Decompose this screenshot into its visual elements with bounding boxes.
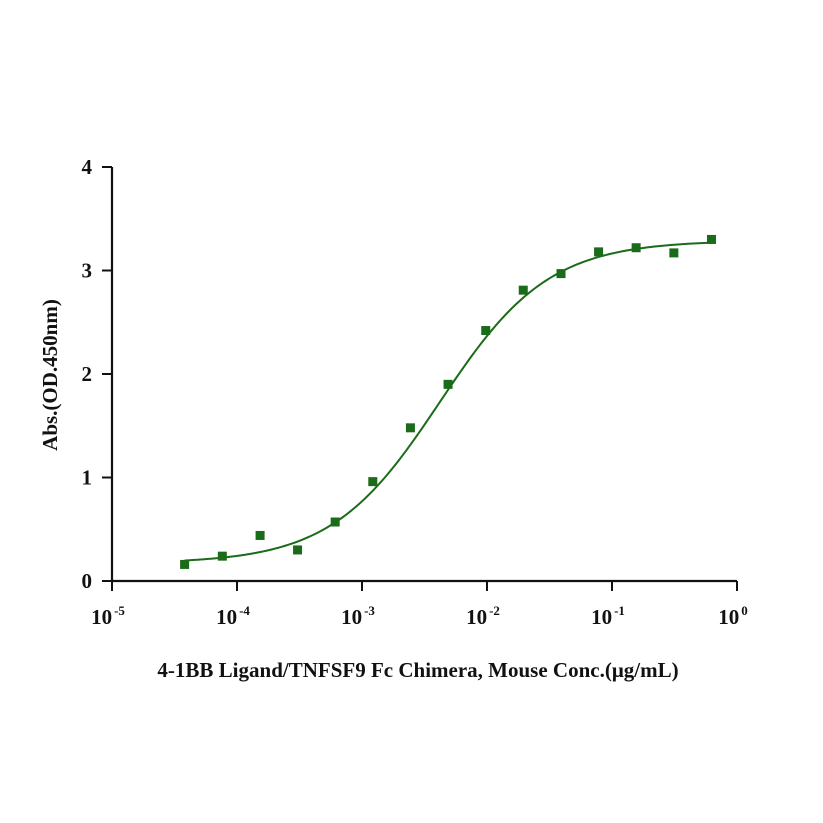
y-tick-label: 2	[82, 362, 93, 386]
data-points	[180, 234, 716, 569]
y-tick-label: 1	[82, 466, 93, 490]
y-tick-label: 3	[82, 259, 93, 283]
x-tick-label: 10 -1	[591, 603, 625, 629]
data-point	[556, 269, 566, 279]
data-point	[631, 243, 641, 253]
fit-curve	[184, 241, 712, 562]
y-axis: 0 1 2 3 4	[82, 155, 114, 593]
x-axis: 10 -5 10 -4 10 -3 10 -2 10 -1 10 0	[91, 579, 748, 629]
data-point	[443, 379, 453, 389]
data-point	[293, 545, 303, 555]
data-point	[594, 247, 604, 257]
data-point	[669, 248, 679, 258]
data-point	[180, 559, 190, 569]
x-tick-label: 10 0	[718, 603, 748, 629]
x-axis-title: 4-1BB Ligand/TNFSF9 Fc Chimera, Mouse Co…	[157, 658, 678, 682]
x-tick-label: 10 -3	[341, 603, 375, 629]
y-axis-title: Abs.(OD.450nm)	[38, 299, 62, 451]
x-tick-label: 10 -2	[466, 603, 500, 629]
y-tick-label: 0	[82, 569, 93, 593]
data-point	[405, 423, 415, 433]
x-tick-label: 10 -4	[216, 603, 250, 629]
data-point	[330, 517, 340, 527]
data-point	[368, 477, 378, 487]
fit-curve-group	[184, 241, 712, 562]
data-point	[481, 326, 491, 336]
data-point	[518, 285, 528, 295]
data-point	[706, 234, 716, 244]
x-tick-label: 10 -5	[91, 603, 125, 629]
data-point	[255, 530, 265, 540]
data-point	[217, 551, 227, 561]
y-tick-label: 4	[82, 155, 93, 179]
